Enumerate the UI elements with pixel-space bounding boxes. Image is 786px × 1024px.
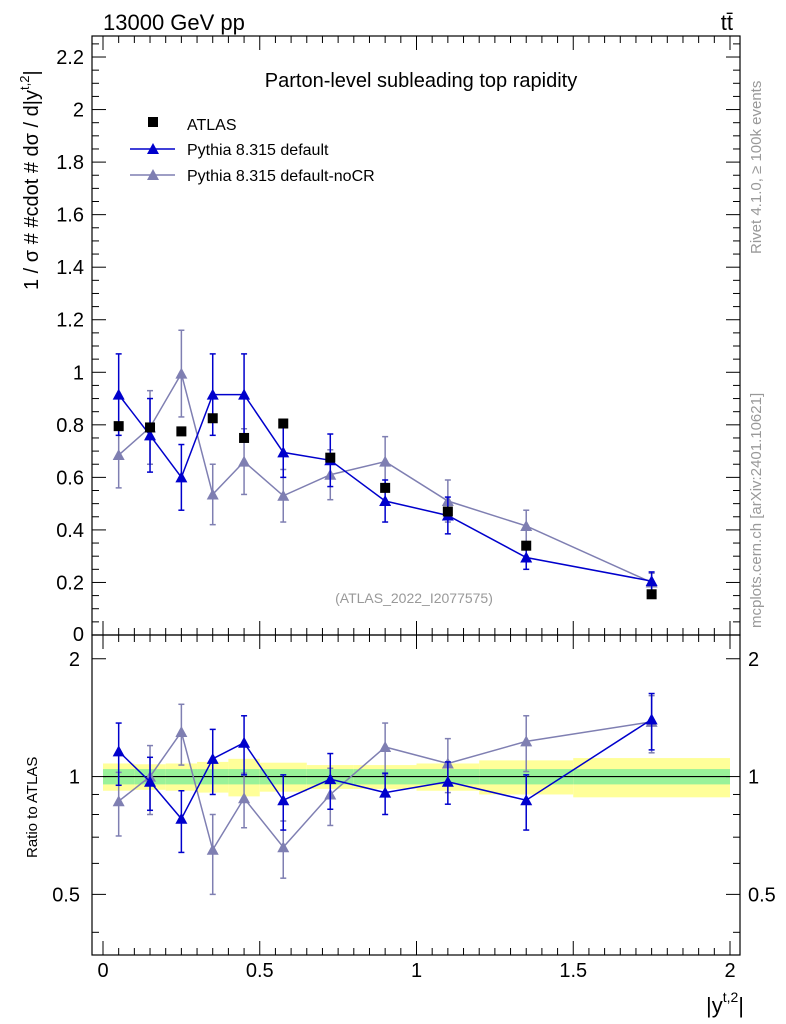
- x-axis-title-end: |: [738, 993, 744, 1018]
- main-y-tick-label: 0.2: [56, 572, 84, 594]
- main-atlas-point: [380, 482, 391, 493]
- main-nocr-point: [277, 489, 290, 501]
- legend-label-atlas: ATLAS: [187, 117, 237, 134]
- main-y-tick-label: 1.4: [56, 257, 84, 279]
- main-atlas-point: [239, 432, 250, 443]
- main-y-axis-title-sup: t,2: [17, 76, 32, 90]
- ratio-default-point: [520, 794, 533, 806]
- chart-title: Parton-level subleading top rapidity: [265, 70, 577, 92]
- ratio-default-point: [324, 773, 337, 785]
- main-y-tick-label: 2.2: [56, 47, 84, 69]
- ratio-default-point: [238, 736, 251, 748]
- data-series: [112, 329, 658, 896]
- main-atlas-point: [646, 589, 657, 600]
- legend-marker-nocr: [147, 169, 159, 180]
- legend-marker-default: [147, 143, 159, 154]
- main-nocr-point: [112, 449, 125, 461]
- header-right: tt̄: [721, 10, 733, 35]
- main-nocr-point: [206, 488, 219, 500]
- main-nocr-point: [379, 455, 392, 467]
- main-default-point: [645, 575, 658, 587]
- main-default-point: [206, 388, 219, 400]
- ratio-y-tick-label-right: 1: [748, 767, 759, 789]
- main-nocr-point: [238, 455, 251, 467]
- x-tick-label: 1: [411, 960, 422, 982]
- main-y-tick-label: 1.8: [56, 152, 84, 174]
- ratio-default-point: [112, 745, 125, 757]
- legend-marker-atlas: [148, 117, 158, 127]
- ratio-y-tick-label: 2: [69, 649, 80, 671]
- main-nocr-point: [175, 367, 188, 379]
- header-left: 13000 GeV pp: [103, 10, 245, 35]
- main-y-axis-title-main: 1 / σ # #cdot # dσ / d|y: [21, 90, 43, 290]
- x-axis-title-sup: t,2: [723, 989, 739, 1005]
- x-axis-title: |yt,2|: [706, 989, 744, 1018]
- main-y-axis-title-end: |: [21, 70, 43, 75]
- ratio-default-point: [379, 786, 392, 798]
- legend-label-default: Pythia 8.315 default: [187, 142, 329, 159]
- ratio-nocr-point: [379, 741, 392, 752]
- main-y-tick-label: 0.6: [56, 467, 84, 489]
- ratio-y-tick-label-right: 0.5: [748, 884, 776, 906]
- ratio-y-tick-label-right: 2: [748, 649, 759, 671]
- ratio-y-tick-label: 0.5: [52, 884, 80, 906]
- ratio-nocr-point: [175, 725, 188, 737]
- ratio-nocr-point: [520, 735, 533, 747]
- ratio-default-point: [175, 812, 188, 824]
- main-default-point: [277, 446, 290, 458]
- main-default-point: [520, 551, 533, 563]
- watermark: (ATLAS_2022_I2077575): [335, 590, 493, 606]
- main-y-tick-label: 0.8: [56, 415, 84, 437]
- main-default-point: [112, 388, 125, 400]
- main-atlas-point: [325, 452, 336, 463]
- main-default-point: [175, 471, 188, 483]
- main-y-tick-label: 1.2: [56, 310, 84, 332]
- x-tick-label: 0: [97, 960, 108, 982]
- main-y-tick-label: 1: [73, 362, 84, 384]
- main-y-tick-label: 0.4: [56, 520, 84, 542]
- ratio-nocr-point: [238, 792, 251, 804]
- main-default-point: [144, 429, 157, 441]
- main-default-point: [379, 495, 392, 507]
- main-y-tick-label: 1.6: [56, 205, 84, 227]
- main-atlas-point: [521, 540, 532, 551]
- x-tick-label: 1.5: [559, 960, 587, 982]
- legend: ATLAS Pythia 8.315 default Pythia 8.315 …: [130, 117, 375, 185]
- main-nocr-point: [520, 519, 533, 531]
- ratio-nocr-point: [277, 841, 290, 853]
- ratio-default-point: [441, 775, 454, 787]
- ratio-default-point: [277, 794, 290, 806]
- ratio-default-point: [206, 752, 219, 764]
- main-atlas-point: [278, 418, 289, 429]
- axis-ticks: 0.2 0.4 0.6 0.8 1 1.2 1.4 1.6 1.8 2 2.2 0 0 0.5 1 1.5 2 0…: [52, 36, 776, 982]
- x-tick-label: 2: [724, 960, 735, 982]
- mcplots-label: mcplots.cern.ch [arXiv:2401.10621]: [748, 393, 765, 628]
- main-y-tick-label-zero: 0: [73, 624, 84, 646]
- main-atlas-point: [442, 506, 453, 517]
- main-y-tick-label: 2: [73, 100, 84, 122]
- ratio-default-point: [144, 775, 157, 787]
- ratio-default-point: [645, 713, 658, 725]
- x-tick-label: 0.5: [246, 960, 274, 982]
- ratio-nocr-point: [112, 795, 125, 807]
- main-atlas-point: [113, 421, 124, 432]
- ratio-nocr-point: [206, 843, 219, 855]
- x-axis-title-main: |y: [706, 993, 723, 1018]
- legend-label-nocr: Pythia 8.315 default-noCR: [187, 168, 375, 185]
- main-atlas-point: [145, 422, 156, 433]
- main-atlas-point: [176, 426, 187, 437]
- ratio-y-tick-label: 1: [69, 767, 80, 789]
- main-y-axis-title: 1 / σ # #cdot # dσ / d|yt,2|: [17, 70, 43, 290]
- rivet-label: Rivet 4.1.0, ≥ 100k events: [748, 81, 765, 254]
- main-default-point: [238, 388, 251, 400]
- ratio-y-axis-title: Ratio to ATLAS: [24, 757, 41, 858]
- main-atlas-point: [207, 413, 218, 424]
